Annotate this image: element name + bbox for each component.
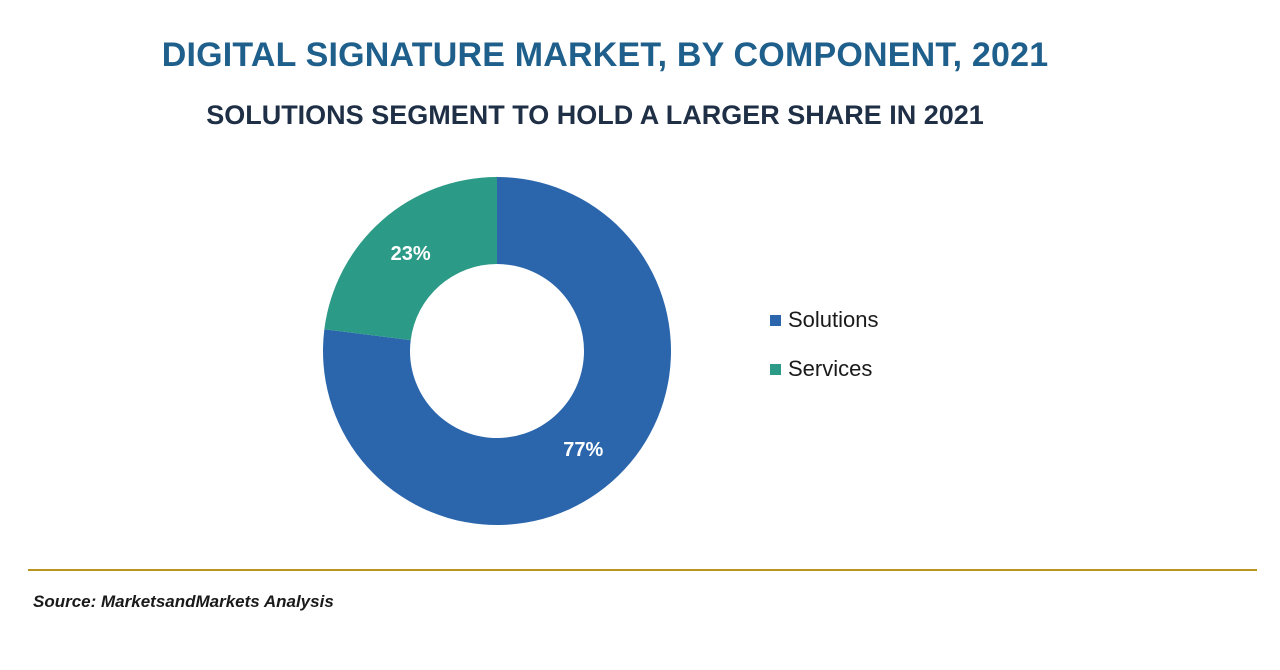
donut-slice-services: [324, 177, 497, 341]
legend-item-solutions: Solutions: [770, 307, 879, 332]
data-label-solutions: 77%: [563, 439, 603, 461]
data-label-services: 23%: [391, 243, 431, 265]
legend-label-solutions: Solutions: [788, 307, 879, 332]
legend-swatch-services: [770, 363, 781, 375]
donut-slice-solutions: [322, 177, 672, 525]
chart-subtitle: SOLUTIONS SEGMENT TO HOLD A LARGER SHARE…: [206, 100, 984, 130]
legend-swatch-solutions: [770, 314, 781, 326]
legend: Solutions Services: [770, 307, 879, 406]
chart-title: DIGITAL SIGNATURE MARKET, BY COMPONENT, …: [161, 36, 1049, 74]
divider-rule: [28, 569, 1257, 571]
legend-item-services: Services: [770, 356, 879, 381]
source-note: Source: MarketsandMarkets Analysis: [33, 592, 334, 611]
legend-label-services: Services: [788, 356, 873, 381]
